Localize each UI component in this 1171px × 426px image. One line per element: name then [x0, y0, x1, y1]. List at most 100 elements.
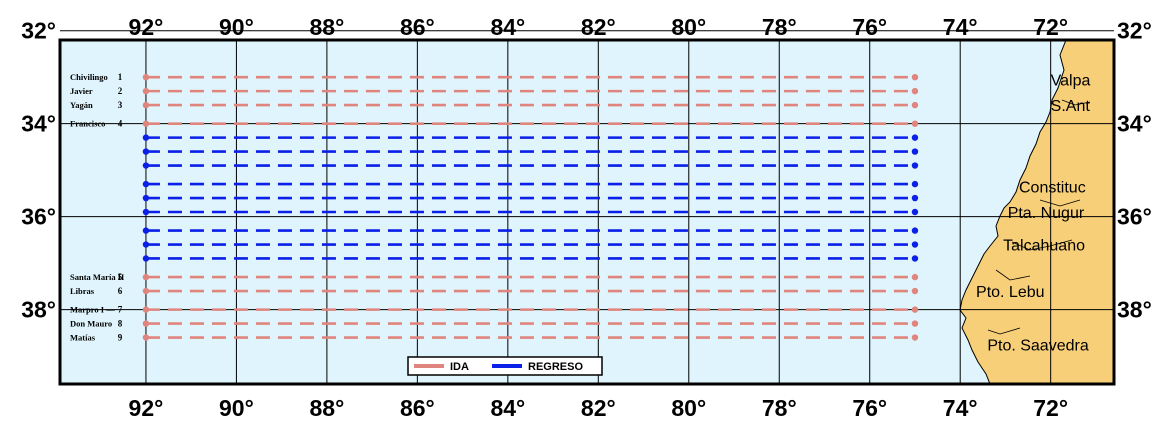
track-labels: Chivilingo 1 Javier 2 Yagán 3 Francisco 4 Santa …: [70, 72, 125, 342]
place-label-lebu: Pto. Lebu: [976, 284, 1045, 301]
top-lon-label: 74°: [943, 14, 978, 40]
ida-vessel-name: Francisco: [70, 119, 105, 129]
ida-track-start: [142, 120, 150, 127]
right-lat-label: 36°: [1117, 204, 1152, 230]
ida-line-number: 4: [118, 119, 123, 129]
regreso-track-start: [142, 208, 150, 216]
regreso-track-start: [142, 241, 150, 248]
chile-coast-land: [959, 40, 1114, 384]
regreso-track-end: [911, 227, 919, 234]
ida-track-start: [142, 273, 150, 281]
place-label-constitucion: Constituc: [1019, 179, 1086, 196]
ida-track-start: [142, 73, 150, 81]
ida-track-start: [142, 320, 150, 327]
legend-regreso-label: REGRESO: [528, 361, 583, 373]
left-lat-label: 32°: [21, 18, 56, 44]
left-latitude-labels: 32° 34° 36° 38°: [21, 18, 56, 323]
regreso-track-start: [142, 180, 150, 188]
ida-vessel-name: Chivilingo: [70, 72, 108, 82]
regreso-track-end: [911, 162, 919, 169]
regreso-track-start: [142, 148, 150, 155]
regreso-track-start: [142, 162, 150, 169]
left-lat-label: 38°: [21, 297, 56, 323]
bottom-lon-label: 78°: [762, 395, 797, 421]
map-frame: [58, 38, 1116, 386]
ida-line-number: 1: [118, 72, 123, 82]
top-longitude-labels: 92° 90° 88° 86° 84° 82° 80° 78° 76° 74° …: [129, 14, 1069, 40]
ida-track-start: [142, 101, 150, 109]
regreso-track-end: [911, 134, 919, 141]
river-lines: [987, 99, 1091, 335]
ida-track-end: [911, 101, 919, 109]
bottom-lon-label: 84°: [490, 395, 525, 421]
top-lon-label: 72°: [1033, 14, 1068, 40]
ida-track-end: [911, 87, 919, 95]
ida-track-end: [911, 120, 919, 127]
regreso-track-end: [911, 208, 919, 216]
ida-track-start: [142, 334, 150, 341]
regreso-track-start: [142, 227, 150, 234]
ida-track-start: [142, 287, 150, 295]
left-lat-label: 36°: [21, 204, 56, 230]
top-lon-label: 90°: [219, 14, 254, 40]
ida-line-number: 3: [118, 100, 123, 110]
ida-line-number: 8: [118, 319, 123, 329]
bottom-lon-label: 80°: [671, 395, 706, 421]
ida-vessel-name: Santa María II: [70, 272, 125, 282]
regreso-track-start: [142, 134, 150, 141]
bottom-lon-label: 88°: [310, 395, 345, 421]
left-lat-label: 34°: [21, 111, 56, 137]
place-label-saavedra: Pto. Saavedra: [987, 337, 1089, 354]
ida-track-end: [911, 334, 919, 341]
regreso-track-start: [142, 194, 150, 202]
place-label-talcahuano: Talcahuano: [1003, 238, 1085, 255]
bottom-lon-label: 72°: [1033, 395, 1068, 421]
bottom-lon-label: 82°: [581, 395, 616, 421]
place-label-san-antonio: S.Ant: [1051, 98, 1091, 115]
place-label-punta-nugurne: Pta. Nugur: [1008, 205, 1085, 222]
ida-line-number: 5: [118, 272, 123, 282]
top-lon-label: 86°: [400, 14, 435, 40]
legend-ida-label: IDA: [450, 361, 469, 373]
regreso-track-end: [911, 148, 919, 155]
ida-line-number: 9: [118, 333, 123, 343]
regreso-track-end: [911, 194, 919, 202]
ida-track-end: [911, 320, 919, 327]
ida-track-start: [142, 87, 150, 95]
right-lat-label: 34°: [1117, 111, 1152, 137]
ida-track-end: [911, 273, 919, 281]
ida-vessel-name: Don Mauro: [70, 319, 112, 329]
ida-vessel-name: Marpro I —: [70, 305, 115, 315]
ida-line-number: 7: [118, 305, 123, 315]
top-lon-label: 76°: [852, 14, 887, 40]
bottom-lon-label: 76°: [852, 395, 887, 421]
ship-tracks: [142, 73, 919, 341]
regreso-track-start: [142, 255, 150, 262]
bottom-lon-label: 86°: [400, 395, 435, 421]
ida-vessel-name: Matías: [70, 333, 96, 343]
ida-vessel-name: Libras: [70, 286, 95, 296]
ida-vessel-name: Javier: [70, 86, 93, 96]
right-lat-label: 38°: [1117, 297, 1152, 323]
right-latitude-labels: 32° 34° 36° 38°: [1117, 18, 1152, 323]
ida-track-start: [142, 306, 150, 313]
ida-vessel-name: Yagán: [70, 100, 93, 110]
bottom-lon-label: 74°: [943, 395, 978, 421]
regreso-track-end: [911, 241, 919, 248]
bottom-lon-label: 90°: [219, 395, 254, 421]
ida-track-end: [911, 306, 919, 313]
place-label-valparaiso: Valpa: [1051, 73, 1091, 90]
top-lon-label: 84°: [490, 14, 525, 40]
regreso-track-end: [911, 255, 919, 262]
top-lon-label: 88°: [310, 14, 345, 40]
top-lon-label: 82°: [581, 14, 616, 40]
top-lon-label: 80°: [671, 14, 706, 40]
ida-line-number: 6: [118, 286, 123, 296]
ida-track-end: [911, 73, 919, 81]
ida-line-number: 2: [118, 86, 123, 96]
regreso-track-end: [911, 180, 919, 188]
top-lon-label: 78°: [762, 14, 797, 40]
top-lon-label: 92°: [129, 14, 164, 40]
bottom-longitude-labels: 92° 90° 88° 86° 84° 82° 80° 78° 76° 74° …: [129, 395, 1069, 421]
